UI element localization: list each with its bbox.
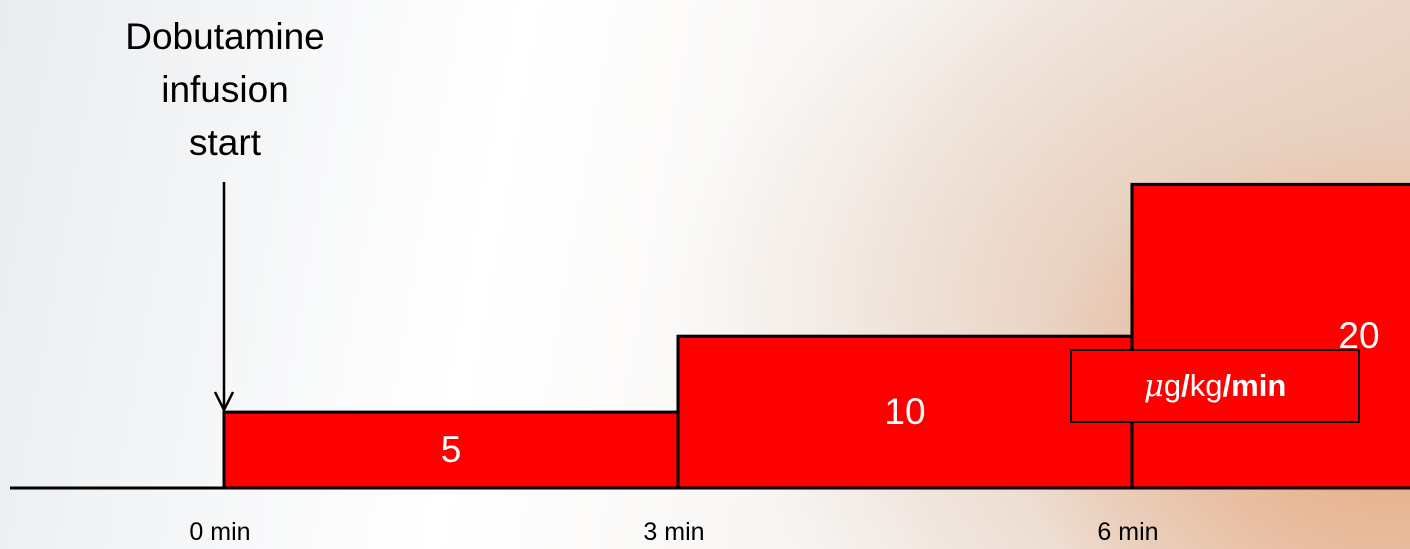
unit-slash-1: / — [1181, 368, 1190, 403]
bars-group — [222, 182, 1410, 490]
infusion-start-arrow — [213, 182, 235, 413]
unit-slash-2: / — [1222, 368, 1232, 403]
unit-kg: kg — [1189, 368, 1223, 403]
value-labels-group: 510203040 — [441, 315, 1380, 470]
annotation-line-1: Dobutamine — [125, 16, 325, 57]
infusion-start-annotation: Dobutamine infusion start — [80, 10, 370, 169]
x-tick-label-1: 3 min — [643, 518, 704, 546]
unit-mu: μ — [1143, 368, 1164, 404]
unit-box: μ g / kg / min — [1070, 349, 1360, 423]
unit-min: min — [1231, 368, 1287, 403]
unit-g: g — [1163, 368, 1182, 403]
bar-value-label-1: 10 — [884, 391, 925, 432]
annotation-line-2: infusion — [161, 69, 289, 110]
bar-2 — [1130, 182, 1410, 490]
annotation-line-3: start — [189, 122, 261, 163]
arrow-head — [213, 391, 235, 413]
x-tick-label-0: 0 min — [189, 518, 250, 546]
bar-value-label-0: 5 — [441, 429, 462, 470]
x-tick-label-2: 6 min — [1097, 518, 1158, 546]
